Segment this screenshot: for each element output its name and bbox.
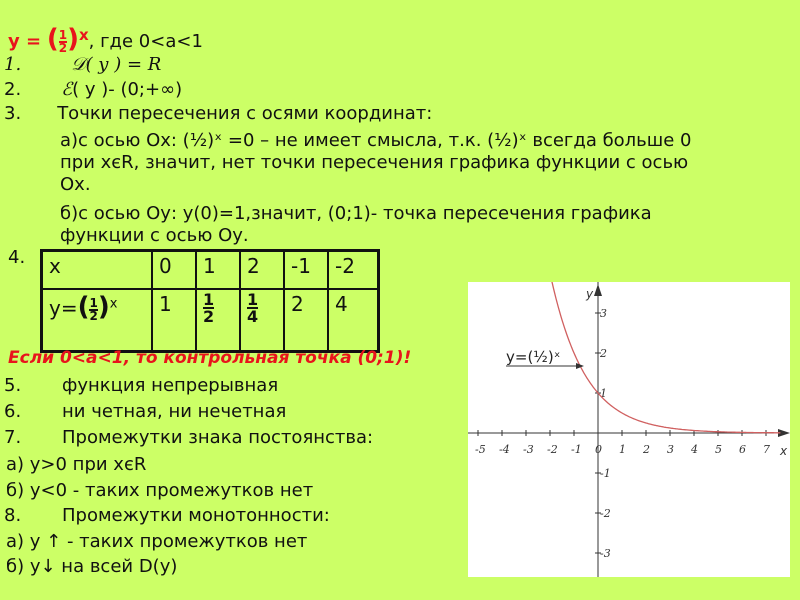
x-tick-label: 4 bbox=[690, 443, 698, 456]
cell: 1 bbox=[151, 288, 197, 353]
sign-positive: а) y>0 при хєR bbox=[6, 454, 147, 475]
num: 1 bbox=[89, 295, 98, 311]
item-3: 3. Точки пересечения с осями координат: bbox=[4, 103, 432, 125]
intersection-ox-2: при хєR, значит, нет точки пересечения г… bbox=[60, 152, 689, 173]
num: 3. bbox=[4, 103, 22, 124]
num: 1 bbox=[58, 28, 68, 43]
range-symbol: ℰ bbox=[61, 79, 73, 100]
x-tick-label: 3 bbox=[667, 443, 674, 456]
cell: -1 bbox=[283, 249, 329, 290]
text: ( y ) = R bbox=[85, 54, 162, 75]
x-tick-label: 2 bbox=[642, 443, 650, 456]
y-tick-label: -1 bbox=[600, 467, 611, 480]
y-axis-arrow bbox=[594, 284, 602, 296]
intersection-oy-2: функции с осью Оу. bbox=[60, 225, 249, 246]
x-tick-label: -5 bbox=[475, 443, 486, 456]
paren-open: ( bbox=[46, 24, 59, 54]
cell: 1 bbox=[195, 249, 241, 290]
function-graph: -5 -4 -3 -2 -1 0 1 2 3 4 5 6 7 3 2 1 -1 -2 -3 y x y=(½)ˣ bbox=[468, 235, 790, 577]
exp: x bbox=[109, 296, 118, 312]
table-row-x: x 0 1 2 -1 -2 bbox=[40, 249, 380, 290]
text: ( y )- (0;+∞) bbox=[72, 79, 183, 100]
y-axis-label: y bbox=[585, 287, 594, 301]
graph-function-label: y=(½)ˣ bbox=[506, 348, 560, 366]
intersection-ox-3: Ох. bbox=[60, 174, 91, 195]
control-point-note: Если 0<a<1, то контрольная точка (0;1)! bbox=[8, 348, 412, 368]
monotonic-decrease: б) y↓ на всей D(y) bbox=[6, 556, 178, 577]
func-label: y = bbox=[8, 31, 42, 52]
monotonic-increase: а) y ↑ - таких промежутков нет bbox=[6, 531, 308, 552]
function-header: y = (1 2)x, где 0<a<1 bbox=[8, 24, 203, 54]
num: 2. bbox=[4, 79, 22, 100]
label-arrow-head bbox=[576, 363, 584, 369]
x-tick-label: -2 bbox=[547, 443, 558, 456]
prop-6: 6. ни четная, ни нечетная bbox=[4, 401, 287, 422]
prop-8: 8. Промежутки монотонности: bbox=[4, 505, 330, 526]
item-1: 1. 𝒟( y ) = R bbox=[4, 54, 161, 76]
den: 2 bbox=[203, 307, 215, 326]
x-axis-label: x bbox=[779, 444, 788, 458]
prop-7: 7. Промежутки знака постоянства: bbox=[4, 427, 374, 448]
y-tick-label: -3 bbox=[600, 547, 611, 560]
cell: x bbox=[40, 249, 153, 290]
x-tick-label: 5 bbox=[715, 443, 722, 456]
den: 2 bbox=[58, 41, 68, 55]
x-tick-label: 1 bbox=[619, 443, 626, 456]
prop-5: 5. функция непрерывная bbox=[4, 375, 279, 396]
cell: 2 bbox=[283, 288, 329, 353]
graph-svg: -5 -4 -3 -2 -1 0 1 2 3 4 5 6 7 3 2 1 -1 -2 -3 y x y=(½)ˣ bbox=[468, 235, 790, 577]
y-tick-label: 2 bbox=[599, 347, 607, 360]
item-2: 2. ℰ( y )- (0;+∞) bbox=[4, 79, 182, 101]
intersection-oy-1: б)с осью Оу: у(0)=1,значит, (0;1)- точка… bbox=[60, 203, 652, 224]
exponent: x bbox=[78, 26, 89, 44]
cell: 2 bbox=[239, 249, 285, 290]
cell: y=(1 2)x bbox=[40, 288, 153, 353]
paren-close: ) bbox=[67, 24, 79, 54]
cell: -2 bbox=[327, 249, 380, 290]
y-tick-label: 3 bbox=[600, 307, 607, 320]
intersection-ox-1: а)с осью Ох: (½)ˣ =0 – не имеет смысла, … bbox=[60, 130, 692, 151]
item-4-num: 4. bbox=[8, 247, 26, 268]
x-tick-label: -3 bbox=[523, 443, 534, 456]
y-tick-label: -2 bbox=[600, 507, 611, 520]
x-tick-label: -4 bbox=[499, 443, 510, 456]
function-curve bbox=[542, 235, 781, 434]
num: 1 bbox=[203, 290, 215, 309]
x-axis-arrow bbox=[778, 429, 790, 437]
den: 2 bbox=[89, 308, 98, 323]
num: 1. bbox=[4, 54, 22, 75]
cell: 4 bbox=[327, 288, 380, 353]
x-tick-label: 0 bbox=[595, 443, 602, 456]
cell: 0 bbox=[151, 249, 197, 290]
condition: , где 0<a<1 bbox=[88, 31, 203, 52]
domain-symbol: 𝒟 bbox=[71, 54, 86, 75]
den: 4 bbox=[247, 307, 259, 326]
sign-negative: б) y<0 - таких промежутков нет bbox=[6, 480, 314, 501]
x-tick-label: 7 bbox=[763, 443, 770, 456]
x-tick-label: 6 bbox=[739, 443, 746, 456]
text: Точки пересечения с осями координат: bbox=[57, 103, 433, 124]
num: 1 bbox=[247, 290, 259, 309]
y-tick-label: 1 bbox=[600, 387, 607, 400]
x-tick-label: -1 bbox=[571, 443, 582, 456]
label: y= bbox=[49, 296, 78, 320]
